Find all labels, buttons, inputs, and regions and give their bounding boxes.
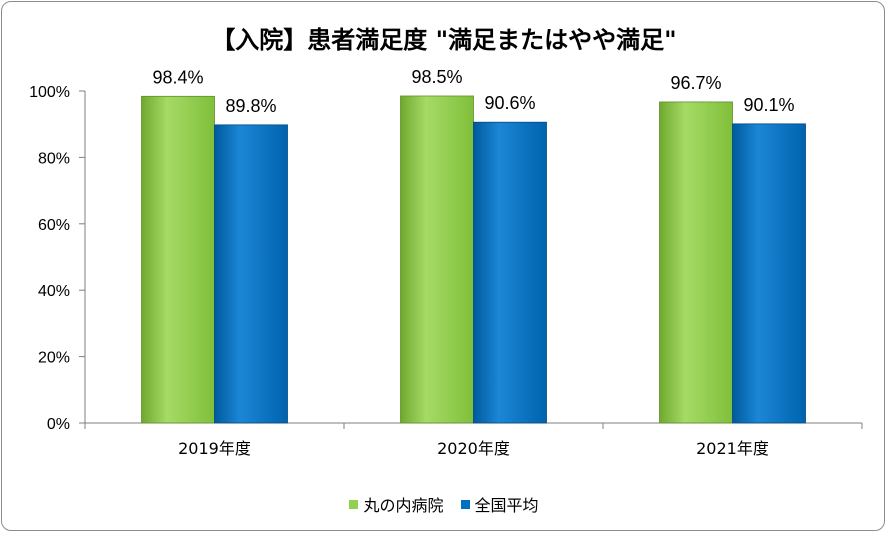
bar-series-1 <box>214 124 288 424</box>
y-tick-label: 60% <box>38 217 70 234</box>
legend-label-series-0: 丸の内病院 <box>363 496 444 515</box>
legend-label-series-1: 全国平均 <box>474 496 539 515</box>
y-tick-label: 20% <box>38 350 70 367</box>
legend-swatch-series-1 <box>460 499 470 509</box>
y-tick-label: 40% <box>38 283 70 300</box>
data-label: 98.4% <box>152 67 203 87</box>
bar-series-0 <box>141 95 215 424</box>
bar-series-0 <box>400 95 474 424</box>
x-tick-label: 2021年度 <box>696 439 769 458</box>
data-label: 90.6% <box>484 93 535 113</box>
x-tick-label: 2019年度 <box>178 439 251 458</box>
data-label: 89.8% <box>225 96 276 116</box>
data-label: 98.5% <box>411 67 462 87</box>
bar-series-0 <box>659 101 733 424</box>
legend-swatch-series-0 <box>349 499 359 509</box>
legend-item-series-0: 丸の内病院 <box>349 492 443 516</box>
y-tick-label: 0% <box>47 416 70 433</box>
bar-series-1 <box>732 123 806 424</box>
legend: 丸の内病院 全国平均 <box>0 492 888 516</box>
data-label: 96.7% <box>670 73 721 93</box>
y-tick-label: 100% <box>29 84 70 101</box>
x-tick-label: 2020年度 <box>437 439 510 458</box>
chart-title: 【入院】患者満足度 "満足またはやや満足" <box>211 26 677 54</box>
legend-item-series-1: 全国平均 <box>460 492 539 516</box>
y-tick-label: 80% <box>38 150 70 167</box>
data-label: 90.1% <box>743 95 794 115</box>
bar-series-1 <box>473 121 547 424</box>
